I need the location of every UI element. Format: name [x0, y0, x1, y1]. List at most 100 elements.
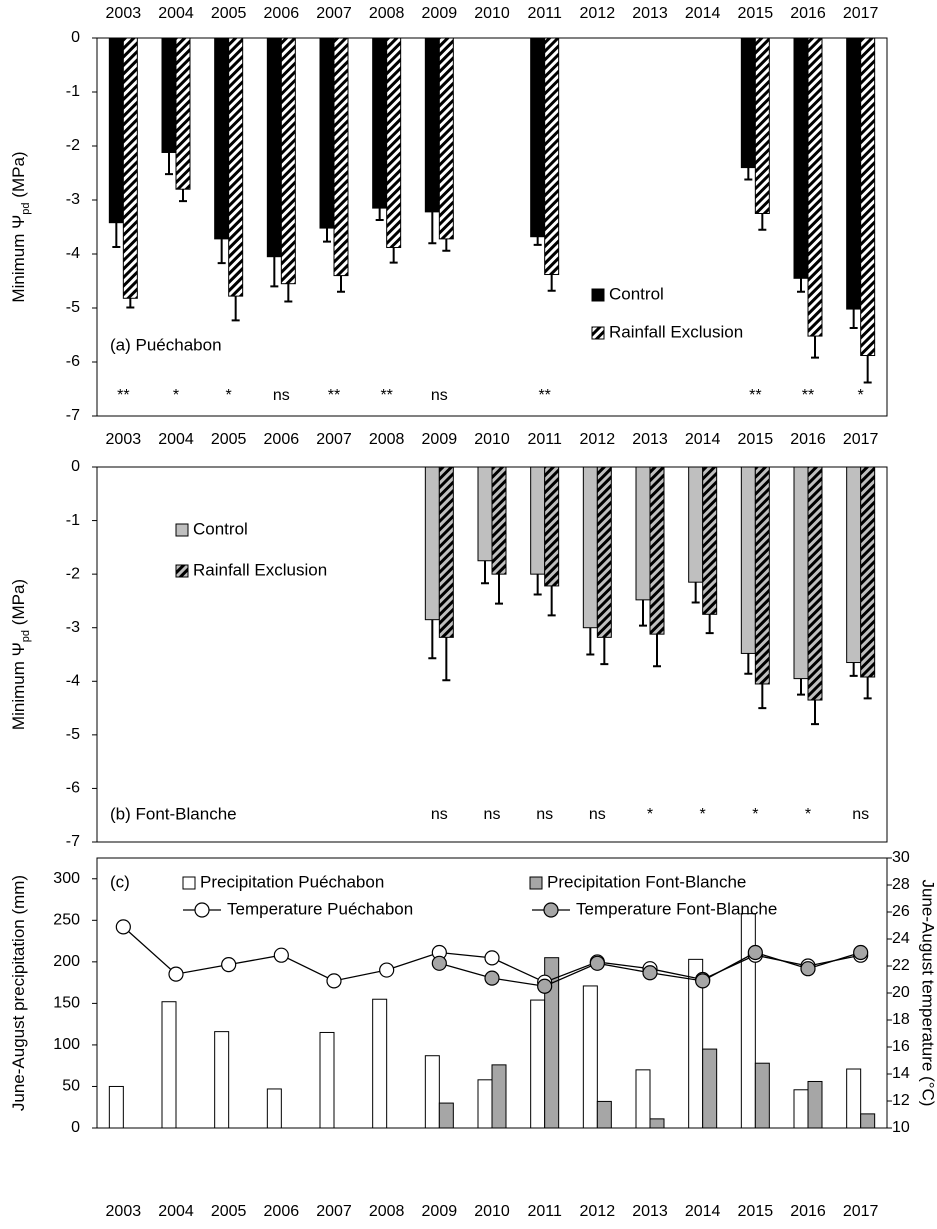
panel-label: (b) Font-Blanche [110, 804, 237, 823]
y-tick-label: -7 [66, 833, 80, 850]
error-bar [337, 275, 345, 293]
bar [793, 1089, 809, 1129]
bar [424, 1055, 440, 1129]
bar [333, 37, 349, 277]
bar [649, 1118, 665, 1129]
y-tick-label: 250 [53, 912, 80, 929]
x-tick-label: 2003 [106, 431, 142, 448]
bar [596, 466, 612, 638]
marker [589, 955, 605, 971]
bar [477, 466, 493, 562]
bar [582, 985, 598, 1129]
error-bar [270, 256, 279, 288]
legend-marker [194, 902, 210, 918]
error-bar [126, 298, 135, 309]
legend-label: Control [609, 284, 664, 303]
marker [484, 950, 500, 966]
y-tick-label: 50 [62, 1078, 80, 1095]
bar [846, 37, 862, 310]
y2-tick-label: 22 [892, 957, 910, 974]
x-tick-label: 2010 [474, 1203, 510, 1220]
marker [537, 978, 553, 994]
bar [266, 1088, 282, 1129]
error-bar [849, 662, 858, 677]
significance-label: ** [802, 387, 814, 404]
bar [438, 466, 454, 638]
error-bar [428, 211, 437, 245]
bar [491, 1064, 507, 1129]
bar [846, 1068, 862, 1129]
bar [860, 466, 876, 678]
error-bar [744, 167, 753, 181]
y2-tick-label: 12 [892, 1092, 910, 1109]
x-tick-label: 2012 [580, 5, 616, 22]
error-bar [165, 152, 173, 176]
y-tick-label: 0 [71, 1119, 80, 1136]
y-label-text: Minimum Ψ [9, 215, 28, 303]
bar [860, 1113, 876, 1129]
error-bar [744, 653, 753, 675]
x-tick-label: 2011 [527, 5, 562, 22]
error-bar [495, 574, 503, 605]
y2-tick-label: 24 [892, 930, 910, 947]
x-tick-label: 2016 [790, 1203, 826, 1220]
error-bar [797, 678, 805, 696]
x-tick-label: 2015 [738, 431, 774, 448]
significance-label: ** [380, 387, 392, 404]
bar [438, 37, 454, 240]
x-tick-label: 2006 [264, 5, 300, 22]
significance-label: * [858, 387, 864, 404]
marker [484, 970, 500, 986]
error-bar [797, 278, 805, 293]
y2-tick-label: 10 [892, 1119, 910, 1136]
bar [740, 37, 756, 169]
x-tick-label: 2009 [422, 431, 458, 448]
x-tick-label: 2011 [527, 1203, 562, 1220]
bar [161, 37, 177, 153]
bar [702, 466, 718, 615]
bar [544, 957, 560, 1129]
y2-tick-label: 26 [892, 903, 910, 920]
bar [596, 1100, 612, 1129]
error-bar [284, 283, 293, 303]
x-tick-label: 2013 [632, 1203, 668, 1220]
bar [372, 37, 388, 209]
significance-label: ns [431, 387, 448, 404]
x-tick-label: 2017 [843, 431, 879, 448]
error-bar [231, 296, 240, 322]
x-tick-label: 2014 [685, 5, 721, 22]
y-label-text: June-August precipitation (mm) [9, 875, 28, 1111]
y-tick-label: -2 [66, 137, 80, 154]
significance-label: ** [538, 387, 550, 404]
y-label-sub: pd [20, 202, 32, 214]
bar [860, 37, 876, 357]
y2-axis-label: June-August temperature (°C) [919, 880, 937, 1107]
x-tick-label: 2006 [264, 431, 300, 448]
significance-label: ns [536, 806, 553, 823]
y-tick-label: -3 [66, 191, 80, 208]
bar [688, 466, 704, 583]
x-tick-label: 2010 [474, 431, 510, 448]
legend-swatch [182, 876, 196, 890]
y-tick-label: -6 [66, 353, 80, 370]
legend-marker [543, 902, 559, 918]
legend-swatch [591, 326, 605, 340]
error-bar [217, 238, 226, 265]
x-tick-label: 2012 [580, 1203, 616, 1220]
x-tick-label: 2008 [369, 1203, 405, 1220]
error-bar [691, 582, 700, 604]
legend-swatch [175, 523, 189, 537]
marker [326, 973, 342, 989]
x-tick-label: 2008 [369, 431, 405, 448]
error-bar [758, 213, 767, 231]
error-bar [481, 560, 489, 585]
significance-label: ** [328, 387, 340, 404]
error-bar [811, 336, 819, 359]
y-tick-label: 200 [53, 953, 80, 970]
y-tick-label: 100 [53, 1036, 80, 1053]
y2-tick-label: 16 [892, 1038, 910, 1055]
x-tick-label: 2009 [422, 5, 458, 22]
bar [280, 37, 296, 285]
